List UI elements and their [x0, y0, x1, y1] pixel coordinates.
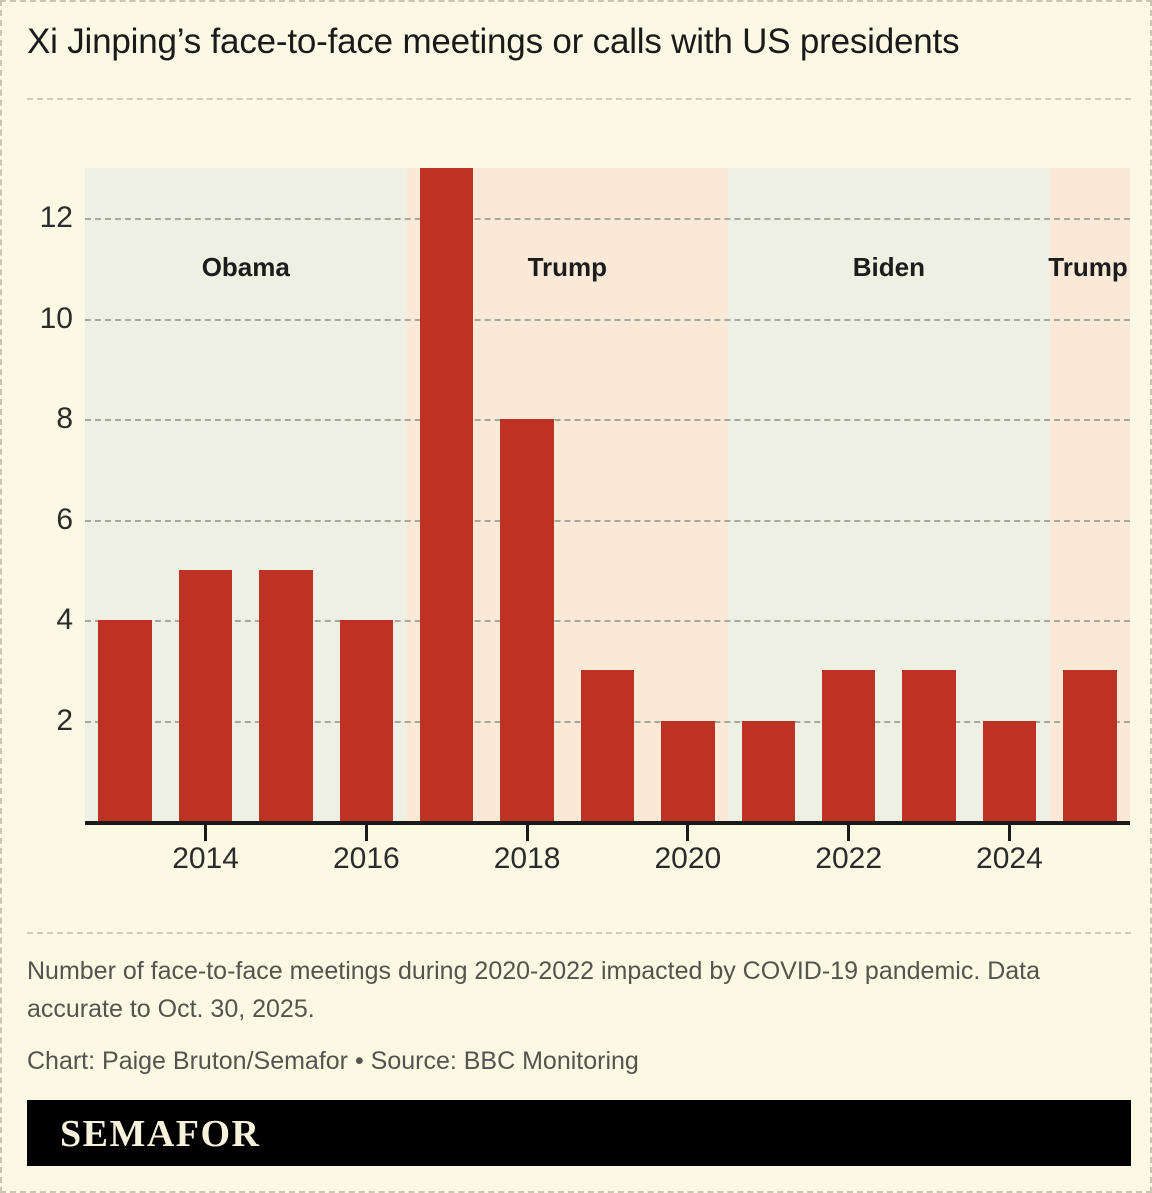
band-label-trump-1: Trump	[527, 252, 608, 282]
bar-2021[interactable]	[741, 720, 795, 821]
x-axis-tickmark-2016	[364, 825, 368, 841]
bar-2016[interactable]	[339, 620, 394, 821]
gridline-4	[85, 620, 1130, 623]
bar-2022[interactable]	[821, 670, 876, 821]
bar-chart: Obama Trump Biden Trump 2 4 6 8 10 12 2014 2016 20…	[2, 2, 1150, 907]
x-axis-tickmark-2014	[204, 825, 208, 841]
president-band-biden-2	[728, 168, 1050, 821]
bar-2025[interactable]	[1063, 670, 1117, 821]
x-axis-tick-2022: 2022	[815, 842, 883, 875]
chart-note: Number of face-to-face meetings during 2…	[27, 957, 1041, 1023]
chart-credit: Chart: Paige Bruton/Semafor • Source: BB…	[27, 1047, 639, 1075]
x-axis-tickmark-2018	[525, 825, 529, 841]
x-axis-tick-2024: 2024	[976, 842, 1043, 875]
band-label-obama-0: Obama	[201, 252, 290, 282]
y-axis-tick-12: 12	[39, 201, 73, 235]
x-axis-tick-2016: 2016	[332, 842, 400, 875]
x-axis-tick-2018: 2018	[493, 842, 561, 875]
x-axis-tickmark-2022	[847, 825, 851, 841]
y-axis-tick-2: 2	[56, 703, 73, 737]
divider-top	[27, 98, 1131, 100]
y-axis-tick-8: 8	[56, 402, 73, 436]
bar-2020[interactable]	[661, 720, 715, 821]
gridline-10	[85, 318, 1130, 321]
bar-2024[interactable]	[982, 720, 1037, 821]
semafor-wordmark: SEMAFOR	[60, 1113, 261, 1155]
semafor-logo-bar: SEMAFOR	[27, 1100, 1131, 1166]
x-axis-tickmark-2024	[1007, 825, 1011, 841]
bar-2013[interactable]	[98, 620, 152, 821]
x-axis-tick-2014: 2014	[172, 842, 239, 875]
page-title: Xi Jinping’s face-to-face meetings or ca…	[27, 22, 960, 61]
bar-2014[interactable]	[178, 569, 233, 821]
bar-2018[interactable]	[500, 419, 554, 821]
x-axis-tickmark-2020	[686, 825, 690, 841]
gridline-8	[85, 419, 1130, 422]
y-axis-tick-4: 4	[56, 603, 73, 637]
y-axis-tick-6: 6	[56, 502, 73, 536]
gridline-6	[85, 519, 1130, 522]
bar-2015[interactable]	[259, 569, 313, 821]
bar-2017[interactable]	[420, 168, 474, 821]
divider-footer	[27, 932, 1131, 934]
plot-area: Obama Trump Biden Trump	[85, 168, 1130, 821]
bar-2019[interactable]	[580, 670, 635, 821]
band-label-trump-3: Trump	[1048, 252, 1128, 282]
x-axis-line	[85, 821, 1130, 825]
band-label-biden-2: Biden	[852, 252, 925, 282]
bar-2023[interactable]	[902, 670, 956, 821]
gridline-12	[85, 218, 1130, 221]
x-axis-tick-2020: 2020	[654, 842, 722, 875]
y-axis-tick-10: 10	[39, 301, 73, 335]
